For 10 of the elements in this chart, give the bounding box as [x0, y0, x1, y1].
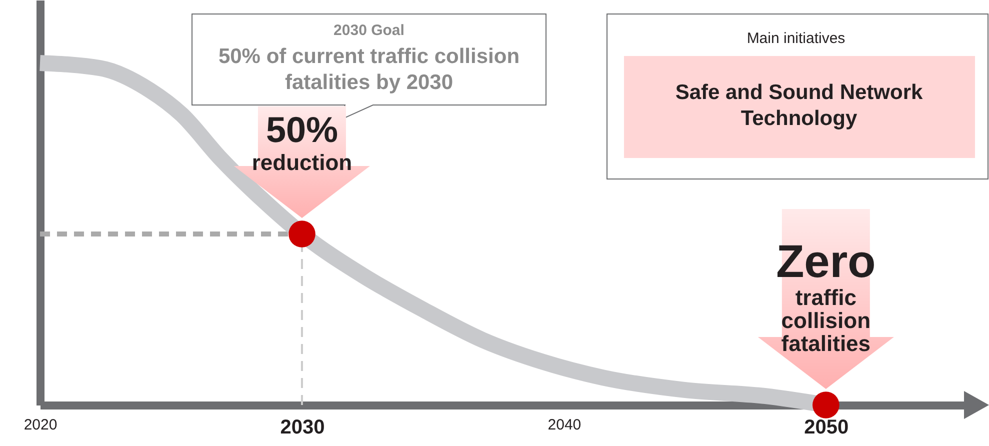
annotation: Zero traffic collision fatalities: [775, 235, 877, 356]
x-tick-label: 2050: [804, 416, 849, 438]
x-tick-label: 2020: [24, 416, 58, 434]
annotation: 50% of current traffic collision fatalities by 2030: [217, 44, 521, 96]
annotation: 50% reduction: [250, 109, 354, 176]
text: Main initiatives: [746, 30, 846, 48]
annotation: Safe and Sound Network Technology: [674, 80, 924, 132]
text: 2030 Goal: [332, 22, 406, 40]
x-tick-label: 2030: [280, 416, 325, 438]
x-tick-label: 2040: [548, 416, 582, 434]
